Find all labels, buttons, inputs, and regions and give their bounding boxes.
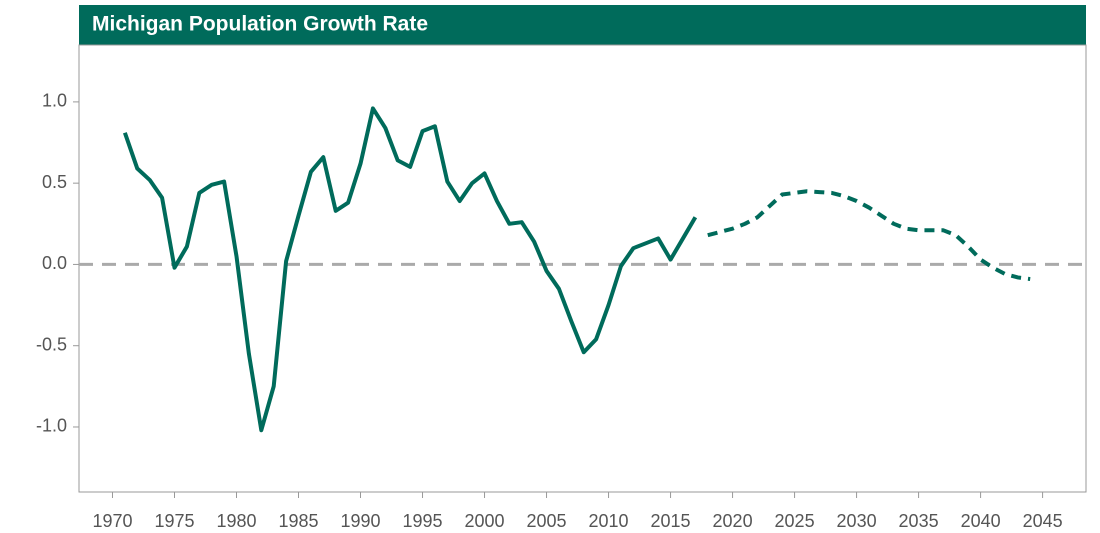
y-tick-label: 0.0 [42,253,67,273]
y-tick-label: 0.5 [42,172,67,192]
chart-title: Michigan Population Growth Rate [92,13,428,36]
x-tick-label: 2020 [713,511,753,531]
x-tick-label: 2010 [589,511,629,531]
x-tick-label: 1995 [402,511,442,531]
y-tick-label: -1.0 [36,416,67,436]
x-tick-label: 2015 [651,511,691,531]
series-line [122,106,698,433]
series-line [707,189,1031,282]
x-tick-label: 2025 [775,511,815,531]
panel-border [78,44,1087,493]
y-tick-label: 1.0 [42,91,67,111]
x-tick-label: 2030 [837,511,877,531]
x-tick-label: 2040 [961,511,1001,531]
x-tick-label: 1980 [216,511,256,531]
title-bar [79,5,1086,45]
x-tick-label: 1975 [154,511,194,531]
x-tick-label: 1990 [340,511,380,531]
x-tick-label: 2035 [899,511,939,531]
x-tick-label: 1970 [92,511,132,531]
x-tick-label: 2000 [465,511,505,531]
x-tick-label: 1985 [278,511,318,531]
y-tick-label: -0.5 [36,334,67,354]
x-tick-label: 2005 [527,511,567,531]
x-tick-label: 2045 [1023,511,1063,531]
